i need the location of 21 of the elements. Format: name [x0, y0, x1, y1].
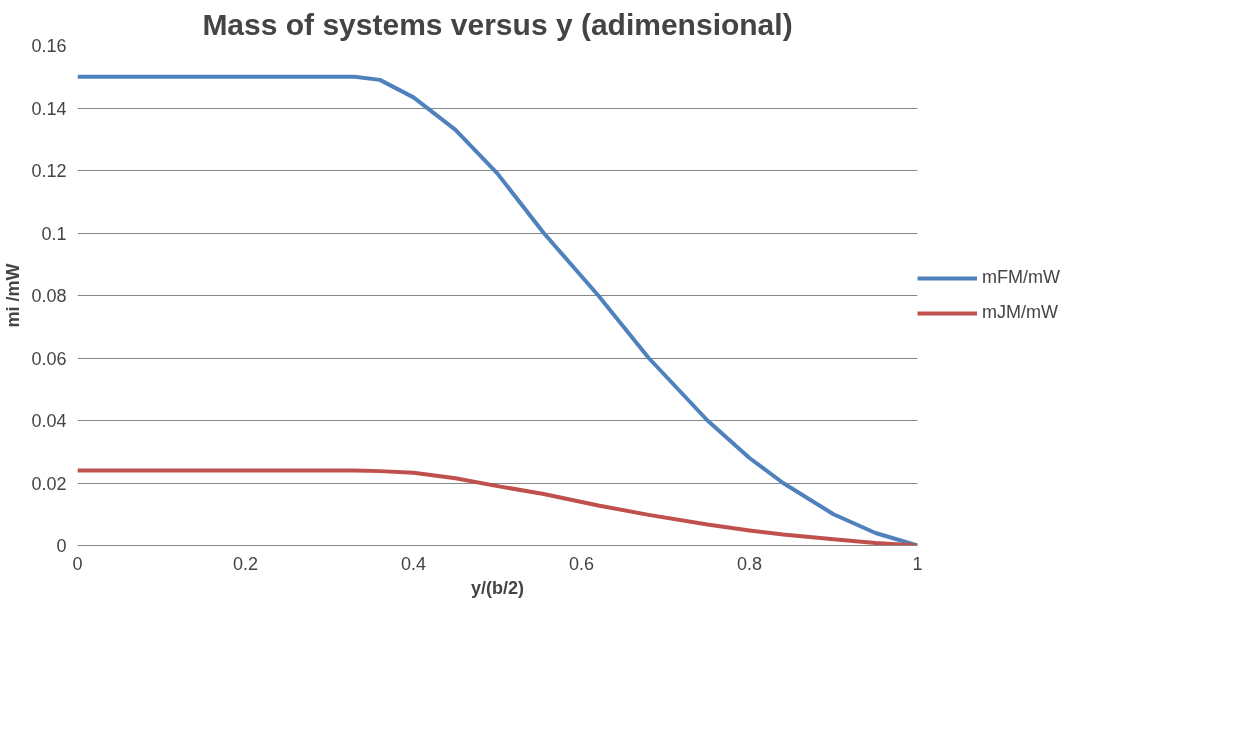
- x-tick-label: 0.6: [568, 553, 595, 574]
- x-tick-label: 0: [72, 553, 83, 574]
- y-tick-label: 0.02: [31, 473, 67, 494]
- y-tick-label: 0.1: [41, 223, 67, 244]
- line-series: [77, 468, 918, 546]
- y-tick-label: 0: [56, 536, 67, 556]
- x-tick-label: 0.2: [232, 553, 259, 574]
- x-tick-label: 1: [912, 553, 923, 574]
- y-tick-label: 0.16: [31, 36, 67, 56]
- y-tick-label: 0.06: [31, 348, 67, 369]
- x-tick-label: 0.8: [736, 553, 763, 574]
- x-axis-title: y/(b/2): [471, 577, 525, 598]
- legend-label: mFM/mW: [982, 267, 1060, 288]
- y-tick-label: 0.04: [31, 411, 67, 431]
- chart-title: Mass of systems versus y (adimensional): [202, 7, 793, 41]
- legend-label: mJM/mW: [982, 302, 1058, 323]
- y-tick-label: 0.12: [31, 161, 67, 181]
- y-tick-label: 0.14: [31, 98, 67, 119]
- y-tick-label: 0.08: [31, 286, 67, 306]
- y-axis-title: mi /mW: [3, 263, 24, 328]
- x-tick-label: 0.4: [400, 553, 427, 574]
